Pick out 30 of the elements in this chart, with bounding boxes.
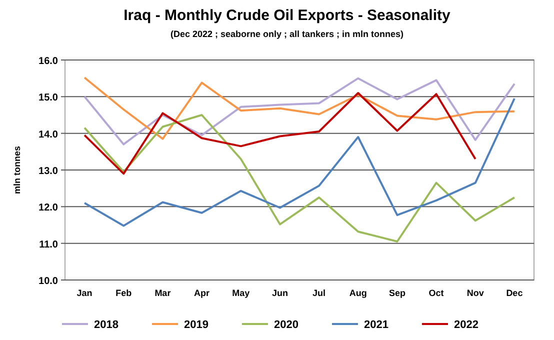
x-tick-label: Jul (312, 288, 326, 298)
y-tick-label: 11.0 (39, 239, 58, 250)
y-tick-label: 14.0 (38, 129, 58, 140)
chart-title: Iraq - Monthly Crude Oil Exports - Seasonality (124, 7, 452, 24)
x-tick-label: Apr (194, 288, 210, 298)
legend-label: 2019 (184, 319, 208, 331)
x-tick-label: Dec (506, 288, 523, 298)
y-tick-label: 13.0 (38, 166, 58, 177)
x-tick-label: Jan (76, 288, 92, 298)
line-series (84, 98, 516, 227)
y-tick-label: 15.0 (38, 92, 58, 104)
y-tick-label: 16.0 (38, 56, 58, 67)
legend-label: 2018 (94, 319, 118, 331)
x-tick-label: May (232, 288, 250, 298)
x-tick-label: Nov (466, 288, 484, 298)
x-tick-label: Oct (428, 288, 444, 298)
chart-subtitle: (Dec 2022 ; seaborne only ; all tankers ; in mln tonnes) (170, 29, 404, 39)
y-tick-label: 12.0 (38, 202, 58, 214)
y-axis-title: mln tonnes (12, 146, 22, 194)
x-tick-label: Jun (272, 288, 288, 298)
x-tick-label: Aug (349, 288, 367, 298)
x-tick-label: Sep (388, 288, 406, 298)
legend-label: 2022 (454, 319, 478, 331)
y-tick-label: 10.0 (38, 276, 58, 287)
line-series (84, 92, 476, 175)
legend-label: 2021 (364, 319, 388, 331)
x-tick-label: Mar (154, 288, 172, 298)
legend-label: 2020 (274, 319, 298, 331)
x-tick-label: Feb (116, 288, 132, 298)
line-series (84, 114, 516, 242)
